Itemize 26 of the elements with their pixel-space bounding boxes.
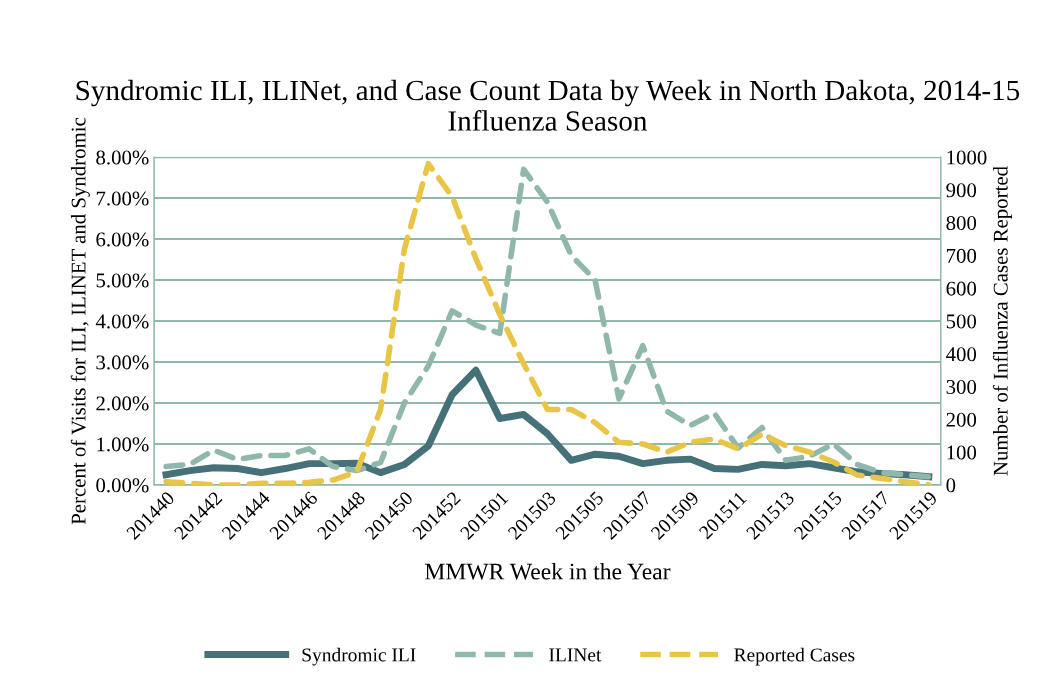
y-tick-label: 0.00% — [96, 478, 149, 493]
y2-tick-label: 1000 — [947, 150, 987, 165]
y-axis-title: Percent of Visits for ILI, ILINET and Syndromic — [70, 117, 90, 525]
y2-tick-label: 800 — [946, 216, 977, 231]
y2-axis-title: Number of Influenza Cases Reported — [992, 166, 1012, 476]
y-tick-label: 6.00% — [96, 232, 149, 247]
y-tick-label: 8.00% — [96, 150, 149, 165]
y-tick-label: 5.00% — [96, 273, 149, 288]
y2-tick-label: 600 — [946, 281, 977, 296]
y2-tick-label: 700 — [946, 248, 977, 263]
x-axis-title: MMWR Week in the Year — [425, 562, 671, 580]
y-tick-label: 4.00% — [95, 314, 149, 329]
y2-tick-label: 500 — [946, 314, 977, 329]
y2-tick-label: 400 — [946, 347, 977, 362]
y2-tick-label: 900 — [946, 183, 977, 198]
y-tick-label: 2.00% — [96, 396, 149, 411]
y2-tick-label: 100 — [947, 445, 977, 460]
y2-tick-label: 200 — [946, 412, 977, 427]
y-tick-label: 3.00% — [96, 355, 149, 370]
y-tick-label: 1.00% — [97, 437, 149, 452]
legend-label: Reported Cases — [734, 647, 855, 666]
legend-label: Syndromic ILI — [302, 647, 416, 666]
y-tick-label: 7.00% — [96, 191, 149, 206]
legend-label: ILINet — [549, 648, 602, 662]
y2-tick-label: 0 — [946, 478, 956, 493]
y2-tick-label: 300 — [946, 379, 977, 395]
